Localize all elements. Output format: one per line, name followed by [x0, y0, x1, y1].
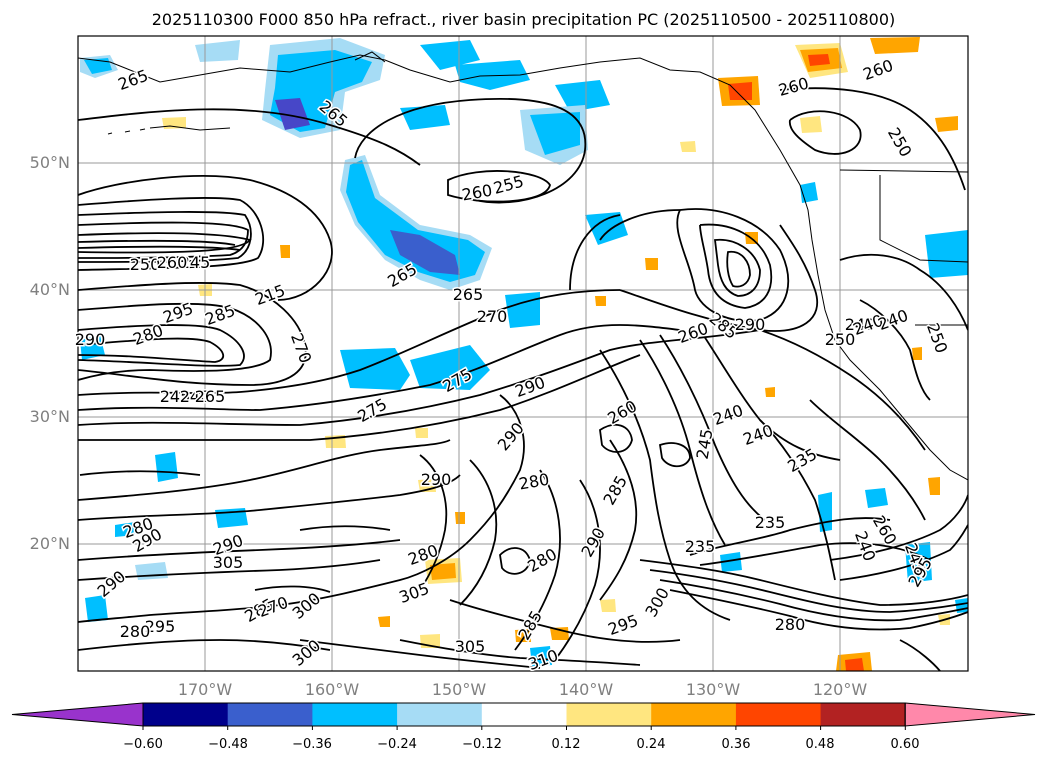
- colorbar-tick-label: 0.12: [551, 737, 581, 752]
- contour-label: 240: [180, 387, 211, 406]
- colorbar-tick-label: 0.36: [721, 737, 751, 752]
- colorbar-tick-label: −0.12: [462, 737, 502, 752]
- lon-label-160w: 160°W: [304, 680, 360, 699]
- contour-label: 305: [455, 637, 486, 656]
- colorbar-segment: [566, 703, 652, 726]
- colorbar-segment: [651, 703, 737, 726]
- colorbar-segment: [397, 703, 483, 726]
- graticule: [78, 36, 968, 671]
- contour-label: 250: [130, 255, 161, 274]
- contour-label: 290: [421, 470, 452, 489]
- lat-label-30n: 30°N: [29, 407, 70, 426]
- colorbar-extend-high: [904, 702, 1036, 727]
- precip-shading-negative: [80, 38, 968, 666]
- contour-label: 235: [755, 513, 786, 532]
- lon-label-140w: 140°W: [558, 680, 614, 699]
- colorbar-tick-label: 0.24: [636, 737, 666, 752]
- contour-label: 295: [145, 617, 176, 636]
- lon-label-150w: 150°W: [431, 680, 487, 699]
- colorbar-tick-label: −0.36: [292, 737, 332, 752]
- lat-label-20n: 20°N: [29, 534, 70, 553]
- map-title: 2025110300 F000 850 hPa refract., river …: [151, 10, 896, 29]
- colorbar-tick-label: −0.24: [377, 737, 417, 752]
- lat-label-40n: 40°N: [29, 280, 70, 299]
- colorbar-tick-label: 0.60: [890, 737, 920, 752]
- contour-label: 290: [75, 330, 106, 349]
- precip-shading-positive: [162, 37, 958, 671]
- contour-label: 235: [685, 537, 716, 556]
- lon-label-130w: 130°W: [685, 680, 741, 699]
- colorbar-tick-label: 0.48: [805, 737, 835, 752]
- colorbar-segment: [143, 703, 229, 726]
- colorbar-segment: [227, 703, 313, 726]
- map-frame: [77, 35, 969, 672]
- contour-label: 260: [157, 253, 188, 272]
- lat-label-50n: 50°N: [29, 153, 70, 172]
- contour-label: 245: [160, 387, 191, 406]
- refractivity-contours: [78, 87, 968, 671]
- contour-label: 305: [213, 553, 244, 572]
- contour-label: 240: [845, 315, 876, 334]
- contour-label: 245: [693, 427, 717, 460]
- colorbar-segment: [312, 703, 398, 726]
- colorbar-tick-label: −0.48: [208, 737, 248, 752]
- colorbar-tick-label: −0.60: [123, 737, 163, 752]
- contour-label: 265: [453, 285, 484, 304]
- lon-label-170w: 170°W: [177, 680, 233, 699]
- lon-label-120w: 120°W: [812, 680, 868, 699]
- colorbar-segment: [820, 703, 906, 726]
- contour-label: 270: [477, 307, 508, 326]
- contour-label: 280: [120, 622, 151, 641]
- contour-label: 290: [735, 315, 766, 334]
- contour-label: 245: [180, 253, 211, 272]
- contour-label: 250: [825, 330, 856, 349]
- contour-label: 280: [775, 615, 806, 634]
- colorbar-segment: [735, 703, 822, 726]
- contour-label: 265: [195, 387, 226, 406]
- coastlines: [78, 51, 968, 481]
- colorbar-extend-low: [11, 702, 144, 727]
- colorbar-segment: [481, 703, 567, 726]
- colorbar-frame: [142, 702, 906, 727]
